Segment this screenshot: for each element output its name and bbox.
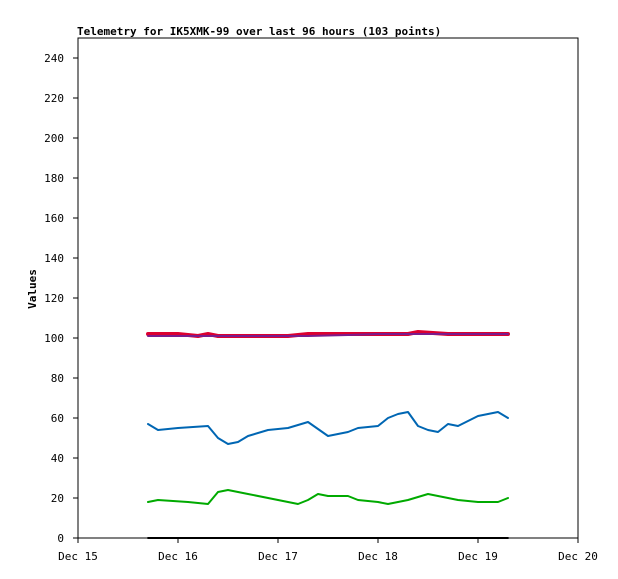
y-axis-ticks: 0 20 40 60 80 100 120 140 160 180 200 220 240 <box>44 52 78 545</box>
x-tick-label: Dec 16 <box>158 550 198 563</box>
y-tick-label: 20 <box>51 492 64 505</box>
chart-title: Telemetry for IK5XMK-99 over last 96 hou… <box>77 25 441 38</box>
series-layer <box>146 330 510 539</box>
series-line-4 <box>147 489 509 505</box>
x-tick-label: Dec 17 <box>258 550 298 563</box>
x-axis-ticks: Dec 15 Dec 16 Dec 17 Dec 18 Dec 19 Dec 20 <box>58 538 598 563</box>
series-line-3 <box>147 411 509 445</box>
y-tick-label: 160 <box>44 212 64 225</box>
y-axis-label: Values <box>26 269 39 309</box>
y-tick-label: 80 <box>51 372 64 385</box>
y-tick-label: 100 <box>44 332 64 345</box>
x-tick-label: Dec 20 <box>558 550 598 563</box>
x-tick-label: Dec 15 <box>58 550 98 563</box>
y-tick-label: 60 <box>51 412 64 425</box>
y-tick-label: 0 <box>57 532 64 545</box>
y-tick-label: 200 <box>44 132 64 145</box>
y-tick-label: 180 <box>44 172 64 185</box>
plot-frame <box>77 37 579 539</box>
y-tick-label: 220 <box>44 92 64 105</box>
x-tick-label: Dec 18 <box>358 550 398 563</box>
y-tick-label: 140 <box>44 252 64 265</box>
y-tick-label: 40 <box>51 452 64 465</box>
x-tick-label: Dec 19 <box>458 550 498 563</box>
y-tick-label: 240 <box>44 52 64 65</box>
series-line-2 <box>147 333 509 337</box>
y-tick-label: 120 <box>44 292 64 305</box>
